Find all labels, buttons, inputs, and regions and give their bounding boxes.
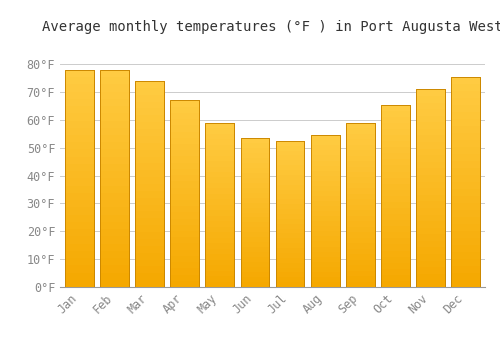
Bar <box>416 89 445 287</box>
Bar <box>206 123 234 287</box>
Bar <box>65 70 94 287</box>
Bar <box>135 81 164 287</box>
Title: Average monthly temperatures (°F ) in Port Augusta West: Average monthly temperatures (°F ) in Po… <box>42 20 500 34</box>
Bar <box>311 135 340 287</box>
Bar <box>240 138 270 287</box>
Bar <box>346 123 374 287</box>
Bar <box>311 135 340 287</box>
Bar <box>170 100 199 287</box>
Bar <box>100 70 129 287</box>
Bar <box>65 70 94 287</box>
Bar <box>276 141 304 287</box>
Bar <box>416 89 445 287</box>
Bar <box>452 77 480 287</box>
Bar <box>452 77 480 287</box>
Bar <box>135 81 164 287</box>
Bar <box>381 105 410 287</box>
Bar <box>346 123 374 287</box>
Bar <box>240 138 270 287</box>
Bar <box>100 70 129 287</box>
Bar <box>206 123 234 287</box>
Bar <box>170 100 199 287</box>
Bar <box>276 141 304 287</box>
Bar <box>381 105 410 287</box>
